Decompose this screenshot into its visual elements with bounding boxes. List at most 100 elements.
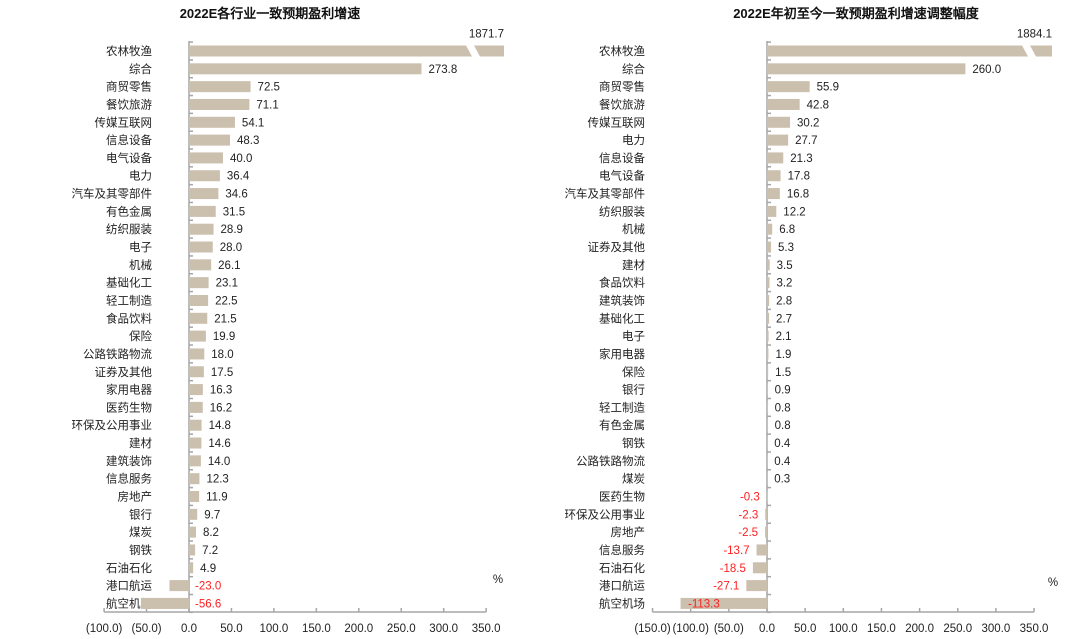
left-value-label: 34.6	[225, 189, 247, 201]
left-value-label: 4.9	[200, 563, 216, 575]
right-bar	[767, 188, 780, 200]
left-value-label: 14.6	[208, 438, 230, 450]
right-category-label: 综合	[622, 62, 645, 76]
left-unit-label: %	[493, 574, 503, 586]
right-category-label: 家用电器	[599, 347, 645, 361]
right-category-label: 电气设备	[599, 169, 645, 183]
left-category-label: 医药生物	[106, 400, 152, 414]
left-x-tick-label: 200.0	[344, 623, 373, 635]
right-category-label: 环保及公用事业	[565, 507, 646, 521]
left-bar	[189, 348, 205, 360]
right-bar	[767, 134, 789, 146]
left-bar	[189, 223, 214, 235]
right-bar	[767, 152, 784, 164]
right-bar	[746, 580, 767, 592]
left-category-label: 餐饮旅游	[106, 97, 152, 111]
left-bar	[189, 241, 213, 253]
right-bar	[767, 294, 770, 306]
right-category-label: 石油石化	[599, 561, 645, 575]
left-x-tick-label: 150.0	[302, 623, 331, 635]
left-value-label: 36.4	[227, 171, 250, 183]
left-bar	[189, 437, 202, 449]
right-category-label: 餐饮旅游	[599, 97, 645, 111]
left-value-label: 21.5	[214, 313, 236, 325]
right-value-label: -113.3	[688, 598, 720, 610]
right-x-tick-label: (50.0)	[714, 623, 744, 635]
right-category-label: 煤炭	[622, 473, 645, 486]
right-category-label: 公路铁路物流	[576, 454, 645, 468]
right-category-label: 电子	[622, 330, 645, 343]
right-category-label: 有色金属	[599, 418, 645, 432]
right-category-label: 银行	[622, 383, 645, 397]
left-category-label: 电气设备	[106, 151, 152, 165]
right-category-label: 信息服务	[599, 543, 645, 557]
left-value-label: 28.0	[220, 242, 242, 254]
left-bar	[189, 277, 209, 289]
left-value-label: 14.0	[208, 456, 230, 468]
right-value-label: -0.3	[740, 492, 760, 504]
right-category-label: 基础化工	[599, 311, 645, 325]
right-bar	[767, 223, 773, 235]
left-category-label: 石油石化	[106, 561, 152, 575]
left-bar	[189, 116, 235, 128]
right-category-label: 保险	[622, 365, 645, 379]
left-category-label: 航空机场	[106, 596, 152, 610]
right-bar	[767, 401, 768, 413]
left-value-label: 1871.7	[469, 29, 504, 41]
left-category-label: 食品饮料	[106, 311, 152, 325]
right-x-tick-label: 300.0	[982, 623, 1011, 635]
left-bar	[189, 63, 422, 75]
left-value-label: 22.5	[215, 295, 237, 307]
left-bar	[189, 45, 472, 57]
right-category-label: 钢铁	[622, 437, 645, 450]
left-value-label: 54.1	[242, 117, 264, 129]
left-value-label: 12.3	[206, 474, 228, 486]
left-category-label: 有色金属	[106, 204, 152, 218]
left-value-label: 48.3	[237, 135, 259, 147]
left-value-label: 273.8	[428, 64, 457, 76]
left-bar	[189, 455, 201, 467]
left-category-label: 银行	[129, 507, 152, 521]
right-bar	[767, 63, 966, 75]
right-category-label: 建材	[622, 258, 645, 272]
left-value-label: 31.5	[223, 206, 245, 218]
right-x-tick-label: 200.0	[905, 623, 934, 635]
right-value-label: 0.9	[775, 385, 791, 397]
right-value-label: 2.1	[776, 331, 792, 343]
right-value-label: 42.8	[807, 99, 829, 111]
left-bar	[189, 419, 202, 431]
left-category-label: 港口航运	[106, 579, 152, 593]
right-x-tick-label: 50.0	[794, 623, 816, 635]
right-value-label: 27.7	[795, 135, 817, 147]
left-value-label: -56.6	[195, 598, 221, 610]
left-category-label: 传媒互联网	[95, 115, 153, 129]
left-category-label: 农林牧渔	[106, 44, 152, 58]
right-bar	[767, 437, 768, 449]
left-value-label: 8.2	[203, 527, 219, 539]
right-value-label: 12.2	[783, 206, 805, 218]
left-value-label: 17.5	[211, 367, 233, 379]
right-bar	[767, 419, 768, 431]
left-category-label: 建筑装饰	[106, 454, 152, 468]
left-x-tick-label: 350.0	[472, 623, 501, 635]
right-bar	[756, 544, 767, 556]
right-bar	[767, 45, 1028, 57]
left-category-label: 综合	[129, 62, 152, 76]
left-bar	[189, 384, 203, 396]
right-value-label: 1.9	[775, 349, 791, 361]
right-category-label: 商贸零售	[599, 80, 645, 94]
left-value-label: 16.2	[210, 402, 232, 414]
right-category-label: 机械	[622, 222, 645, 236]
right-value-label: -27.1	[713, 581, 739, 593]
right-bar	[767, 473, 768, 485]
left-bar	[189, 401, 203, 413]
right-value-label: 0.4	[774, 456, 791, 468]
left-bar	[189, 152, 223, 164]
right-bar	[767, 205, 777, 217]
right-x-tick-label: (150.0)	[634, 623, 671, 635]
right-x-tick-label: (100.0)	[672, 623, 709, 635]
right-bar	[767, 81, 810, 93]
left-chart-title: 2022E各行业一致预期盈利增速	[180, 6, 361, 21]
left-bar-break-segment	[474, 45, 504, 57]
